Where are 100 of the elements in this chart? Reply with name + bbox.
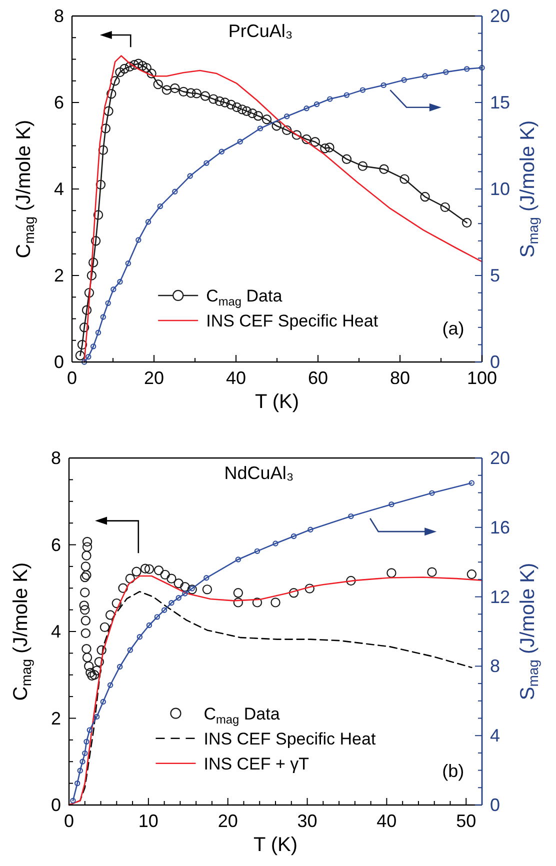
point xyxy=(90,670,100,680)
point xyxy=(270,598,280,608)
point xyxy=(82,570,92,580)
annotation: (a) xyxy=(442,318,464,338)
point xyxy=(302,134,312,144)
point xyxy=(166,574,176,584)
point xyxy=(379,164,389,174)
annotation: PrCuAl₃ xyxy=(228,20,293,41)
point xyxy=(96,180,106,190)
point xyxy=(272,540,278,546)
point xyxy=(84,288,94,298)
point xyxy=(125,574,136,584)
point xyxy=(136,634,143,640)
point xyxy=(401,77,407,83)
point xyxy=(80,604,90,615)
point xyxy=(115,67,125,78)
y2-tick-label: 20 xyxy=(490,448,510,468)
point xyxy=(80,588,90,598)
point xyxy=(233,588,244,598)
point xyxy=(80,758,86,764)
x-tick-label: 10 xyxy=(138,811,158,831)
point xyxy=(80,572,90,582)
point xyxy=(186,88,196,98)
point xyxy=(88,258,98,268)
point xyxy=(74,780,80,786)
point xyxy=(308,526,314,533)
point xyxy=(420,192,430,202)
point xyxy=(146,622,152,628)
point xyxy=(386,568,396,578)
point xyxy=(94,657,104,667)
point xyxy=(98,145,108,155)
point xyxy=(75,350,86,360)
point xyxy=(220,98,230,108)
point xyxy=(180,582,190,592)
point xyxy=(132,566,142,576)
legend-label: C$_{mag}$ Data xyxy=(204,704,280,726)
x-tick-label: 40 xyxy=(376,811,397,831)
y2-tick-label: 0 xyxy=(490,795,500,815)
annotation: (b) xyxy=(442,761,464,782)
y-tick-label: 4 xyxy=(50,622,61,642)
point xyxy=(106,89,116,99)
point xyxy=(79,600,89,610)
point xyxy=(82,542,92,552)
point xyxy=(358,161,368,171)
point xyxy=(174,578,184,588)
x-axis-title: T (K) xyxy=(254,391,300,413)
y2-tick-label: 5 xyxy=(490,266,500,286)
point xyxy=(237,104,247,114)
point xyxy=(116,664,123,670)
point xyxy=(107,682,114,688)
point xyxy=(422,73,428,79)
point xyxy=(380,82,386,88)
point xyxy=(70,798,76,804)
point xyxy=(82,644,92,654)
y-tick-label: 0 xyxy=(54,352,64,372)
point xyxy=(310,137,320,147)
x-axis-title: T (K) xyxy=(253,834,298,856)
legend-label: C$_{mag}$ Data xyxy=(206,286,283,308)
point xyxy=(79,322,90,332)
point xyxy=(344,92,350,98)
point xyxy=(86,270,97,280)
x-tick-label: 20 xyxy=(144,368,164,388)
point xyxy=(118,583,128,593)
point xyxy=(80,616,91,626)
point xyxy=(140,564,150,574)
point xyxy=(304,106,310,112)
point xyxy=(208,94,218,104)
point xyxy=(468,480,475,486)
x-tick-label: 60 xyxy=(308,368,328,388)
point xyxy=(429,490,435,496)
point xyxy=(100,698,106,705)
point xyxy=(82,652,92,662)
point xyxy=(200,91,210,101)
legend-label: INS CEF Specific Heat xyxy=(204,729,376,748)
annotation: NdCuAl₃ xyxy=(224,462,294,483)
point xyxy=(94,714,100,720)
point xyxy=(161,607,168,614)
point xyxy=(136,237,142,243)
point xyxy=(233,598,244,608)
point xyxy=(96,645,106,655)
point xyxy=(182,590,188,596)
y-tick-label: 6 xyxy=(54,92,64,112)
point xyxy=(100,314,106,320)
point xyxy=(464,66,470,72)
y-tick-label: 4 xyxy=(54,179,64,199)
point xyxy=(288,588,299,598)
point xyxy=(232,102,242,112)
y-tick-label: 2 xyxy=(54,266,64,286)
point xyxy=(117,278,123,285)
point xyxy=(77,768,83,774)
y-tick-label: 8 xyxy=(54,6,64,26)
point xyxy=(138,60,148,71)
point xyxy=(84,661,94,672)
point xyxy=(90,236,101,246)
y2-tick-label: 12 xyxy=(490,586,510,607)
point xyxy=(314,101,320,108)
y2-tick-label: 15 xyxy=(490,92,510,112)
point xyxy=(146,68,156,78)
point xyxy=(324,142,334,152)
y2-tick-label: 10 xyxy=(490,179,510,199)
